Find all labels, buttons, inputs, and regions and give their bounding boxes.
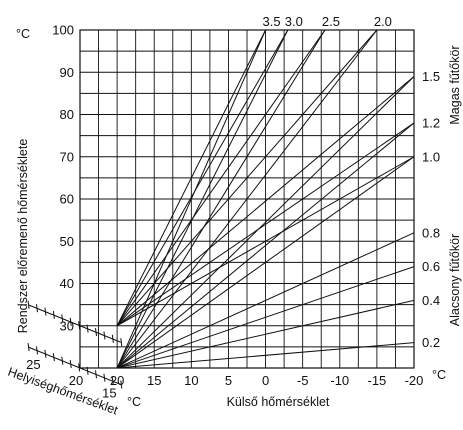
room-axis-tick [61, 314, 64, 323]
room-axis-tick [86, 366, 89, 375]
curve-line [116, 29, 289, 369]
y-tick-label: 90 [60, 65, 74, 80]
y-tick-label: 50 [60, 234, 74, 249]
room-axis-tick [86, 324, 89, 333]
room-temperature-axes [27, 300, 123, 389]
curve-line [116, 29, 326, 369]
curve-line [116, 156, 415, 369]
curve-line [116, 266, 415, 369]
curve-label-top: 3.5 [263, 14, 281, 29]
room-axis-line [27, 346, 121, 385]
room-axis-tick [120, 338, 123, 347]
y-unit-label: °C [16, 27, 30, 41]
curve-label-right: 0.4 [422, 293, 440, 308]
curve-label-top: 2.5 [322, 14, 340, 29]
room-axis-tick [111, 377, 114, 386]
curve-label-right: 0.6 [422, 259, 440, 274]
room-unit-label: °C [127, 395, 141, 409]
curve-label-right: 0.2 [422, 335, 440, 350]
curve-line [116, 156, 415, 327]
x-tick-label: -20 [405, 373, 424, 388]
room-axis-tick [27, 300, 30, 309]
room-axis-tick [44, 307, 47, 316]
room-axis-tick [103, 373, 106, 382]
curve-line [116, 29, 378, 327]
x-tick-label: 15 [147, 373, 161, 388]
y-tick-label: 30 [60, 318, 74, 333]
x-tick-label: 20 [110, 373, 124, 388]
y-tick-label: 60 [60, 192, 74, 207]
room-axis-tick [61, 356, 64, 365]
room-axis-tick [120, 380, 123, 389]
room-axis-tick [103, 331, 106, 340]
x-tick-label: -15 [367, 373, 386, 388]
room-axis-tick [52, 310, 55, 320]
curve-line [116, 29, 378, 369]
room-axis-tick [95, 327, 98, 337]
y-tick-label: 40 [60, 276, 74, 291]
room-axis-tick [36, 304, 39, 313]
curve-label-right: 1.5 [422, 69, 440, 84]
curve-line [117, 299, 415, 369]
y-tick-label: 100 [52, 23, 74, 38]
room-tick-label: 20 [69, 373, 83, 388]
curve-line [117, 342, 415, 369]
y-tick-label: 70 [60, 149, 74, 164]
room-axis-tick [36, 346, 39, 355]
room-axis-tick [69, 359, 72, 369]
curve-line [116, 29, 326, 327]
room-axis-tick [69, 317, 72, 326]
room-axis-tick [27, 342, 30, 352]
curve-line [116, 232, 415, 369]
curve-line [116, 122, 415, 369]
curve-label-top: 2.0 [374, 14, 392, 29]
x-unit-label: °C [432, 368, 446, 382]
curve-label-top: 3.0 [285, 14, 303, 29]
room-axis-tick [78, 363, 81, 372]
curve-line [116, 76, 415, 327]
y-tick-label: 80 [60, 107, 74, 122]
x-tick-label: -10 [330, 373, 349, 388]
y-axis-title: Rendszer előremenő hőmérséklete [16, 139, 30, 334]
curve-line [116, 76, 415, 369]
right-label-high: Magas fűtőkör [448, 45, 462, 124]
curve-line [116, 122, 415, 327]
x-tick-label: 5 [225, 373, 232, 388]
curve-label-right: 1.2 [422, 115, 440, 130]
room-axis-tick [52, 353, 55, 362]
curve-label-right: 0.8 [422, 225, 440, 240]
room-axis-tick [111, 334, 114, 343]
x-tick-label: 0 [262, 373, 269, 388]
x-tick-label: 10 [184, 373, 198, 388]
room-axis-tick [95, 370, 98, 379]
heating-curves [116, 29, 415, 369]
room-axis-tick [78, 321, 81, 330]
x-tick-label: -5 [297, 373, 309, 388]
room-axis-tick [44, 349, 47, 358]
curve-label-right: 1.0 [422, 149, 440, 164]
room-tick-label: 25 [26, 357, 40, 372]
x-axis-title: Külső hőmérséklet [227, 395, 330, 409]
curve-line [116, 29, 289, 326]
right-label-low: Alacsony fűtőkör [448, 234, 462, 326]
room-tick-label: 15 [102, 385, 116, 400]
curve-line [116, 29, 267, 326]
room-axis-line [27, 304, 121, 343]
